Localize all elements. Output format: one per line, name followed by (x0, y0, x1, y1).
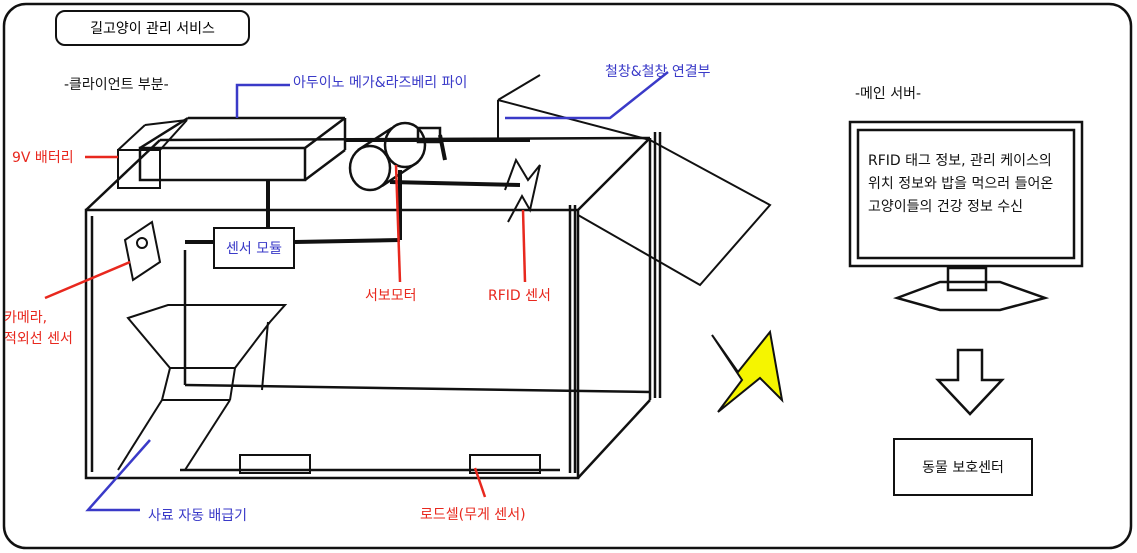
camera-label-line1: 카메라, (4, 310, 48, 326)
sensor-module-label: 센서 모듈 (226, 241, 282, 257)
leader-feeder (85, 439, 151, 512)
sensor-module-box: 센서 모듈 (213, 227, 295, 269)
rfid-shape (504, 157, 541, 223)
protection-center-box: 동물 보호센터 (893, 438, 1033, 496)
client-section-label: -클라이언트 부분- (64, 77, 169, 93)
leader-hinge (505, 71, 669, 120)
rfid-label: RFID 센서 (488, 288, 551, 304)
feeder-label: 사료 자동 배급기 (148, 508, 248, 524)
battery-label: 9V 배터리 (12, 150, 74, 166)
leader-arduino (235, 83, 290, 118)
controller-box (138, 116, 347, 182)
leader-rfid (521, 209, 527, 283)
servo-label: 서보모터 (365, 288, 417, 304)
camera-label-line2: 적외선 센서 (4, 331, 73, 347)
camera (123, 220, 162, 282)
leader-loadcell (473, 467, 487, 498)
battery (117, 119, 188, 189)
loadcell-label: 로드셀(무게 센서) (420, 507, 526, 523)
title-box: 길고양이 관리 서비스 (55, 10, 250, 46)
server-info-text: RFID 태그 정보, 관리 케이스의 위치 정보와 밥을 먹으러 들어온 고양… (868, 153, 1054, 215)
page-title: 길고양이 관리 서비스 (90, 21, 215, 37)
protection-center-label: 동물 보호센터 (922, 460, 1004, 476)
servo (348, 121, 442, 192)
down-arrow (935, 348, 1005, 416)
lightning-bolt (711, 329, 784, 413)
server-section-label: -메인 서버- (855, 86, 922, 102)
arduino-label: 아두이노 메가&라즈베리 파이 (293, 75, 468, 91)
wires (185, 134, 530, 244)
leader-servo (394, 164, 402, 283)
cage-door (497, 74, 772, 287)
server-monitor (848, 120, 1084, 312)
hinge-label: 철창&철창 연결부 (605, 64, 711, 80)
feeder (117, 304, 288, 471)
leader-camera (44, 260, 131, 300)
loadcell-feet (239, 454, 541, 474)
